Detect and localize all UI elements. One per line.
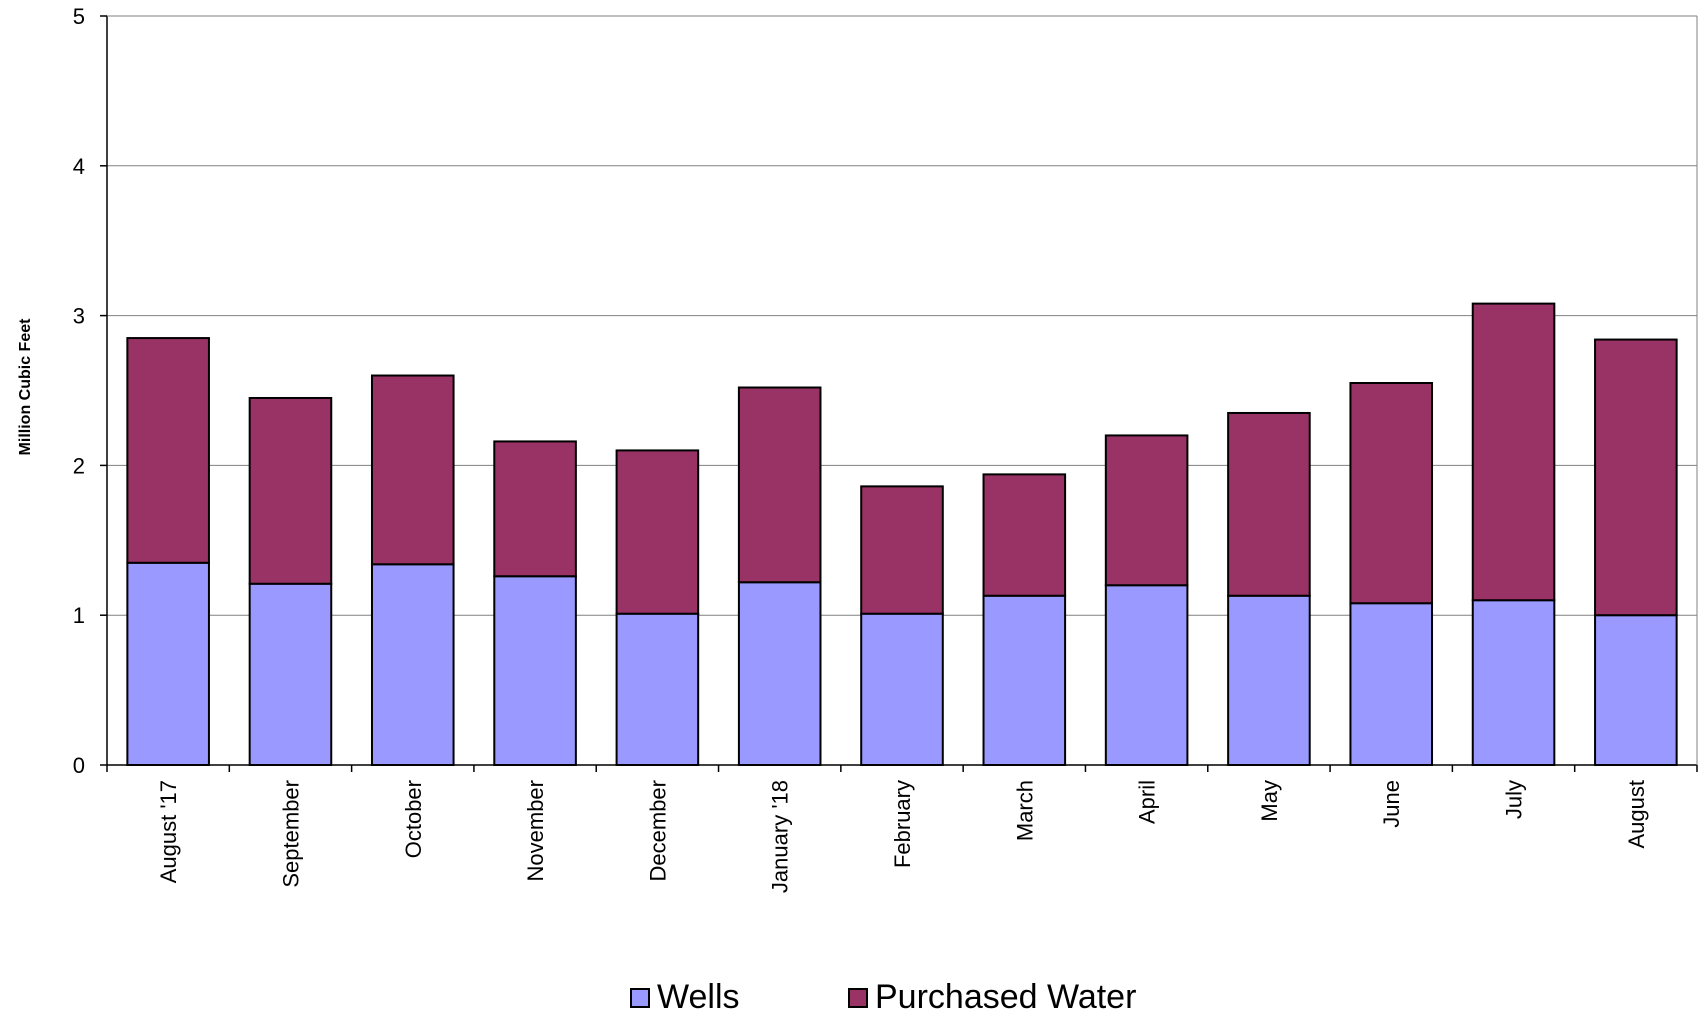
bar-wells	[248, 582, 333, 766]
axes	[100, 15, 1698, 772]
bar-wells	[1594, 614, 1678, 767]
x-category-label: March	[1012, 780, 1037, 841]
x-category-label: August '17	[156, 780, 181, 883]
bar-wells	[737, 581, 822, 767]
x-category-label: May	[1257, 780, 1282, 822]
bar-purchased-water	[248, 396, 333, 585]
x-category-label: August	[1624, 780, 1649, 849]
y-tick-label: 3	[73, 304, 85, 329]
x-category-label: April	[1135, 780, 1160, 824]
legend-swatch	[848, 988, 868, 1008]
x-category-label: September	[278, 780, 303, 888]
bar-wells	[1104, 584, 1189, 766]
bar-purchased-water	[126, 337, 210, 564]
bar-wells	[982, 594, 1067, 767]
x-category-labels: August '17 September October November Decemb…	[156, 780, 1649, 893]
bar-purchased-water	[615, 449, 700, 615]
bar-purchased-water	[1471, 302, 1556, 602]
bar-purchased-water	[1104, 434, 1189, 587]
bar-purchased-water	[737, 386, 822, 584]
bar-purchased-water	[860, 485, 944, 615]
x-category-label: December	[645, 780, 670, 881]
bar-purchased-water	[1349, 382, 1434, 605]
y-tick-label: 0	[73, 753, 85, 778]
bar-wells	[1349, 602, 1434, 766]
bar-wells	[615, 612, 700, 767]
bar-wells	[493, 575, 577, 767]
legend-label: Wells	[657, 978, 740, 1016]
y-tick-label: 5	[73, 4, 85, 29]
legend: Wells Purchased Water	[630, 978, 1136, 1016]
y-tick-labels: 0 1 2 3 4 5	[73, 4, 85, 778]
bar-wells	[370, 563, 455, 766]
bar-wells	[126, 561, 210, 767]
bar-purchased-water	[1594, 338, 1678, 617]
bar-purchased-water	[493, 440, 577, 578]
y-axis-label: Million Cubic Feet	[17, 318, 34, 456]
legend-label: Purchased Water	[875, 978, 1136, 1016]
legend-swatch	[630, 988, 650, 1008]
x-category-label: January '18	[768, 780, 793, 893]
x-category-label: February	[890, 780, 915, 868]
bar-purchased-water	[370, 374, 455, 566]
x-category-label: July	[1502, 780, 1527, 819]
bar-wells	[1227, 594, 1311, 767]
x-category-label: October	[401, 780, 426, 858]
y-tick-label: 4	[73, 154, 85, 179]
bar-wells	[860, 612, 944, 767]
bar-purchased-water	[982, 473, 1067, 597]
y-tick-label: 2	[73, 453, 85, 478]
x-category-label: November	[523, 780, 548, 881]
bars	[126, 302, 1678, 767]
y-tick-label: 1	[73, 603, 85, 628]
bar-purchased-water	[1227, 411, 1311, 597]
bar-wells	[1471, 599, 1556, 766]
x-category-label: June	[1379, 780, 1404, 828]
